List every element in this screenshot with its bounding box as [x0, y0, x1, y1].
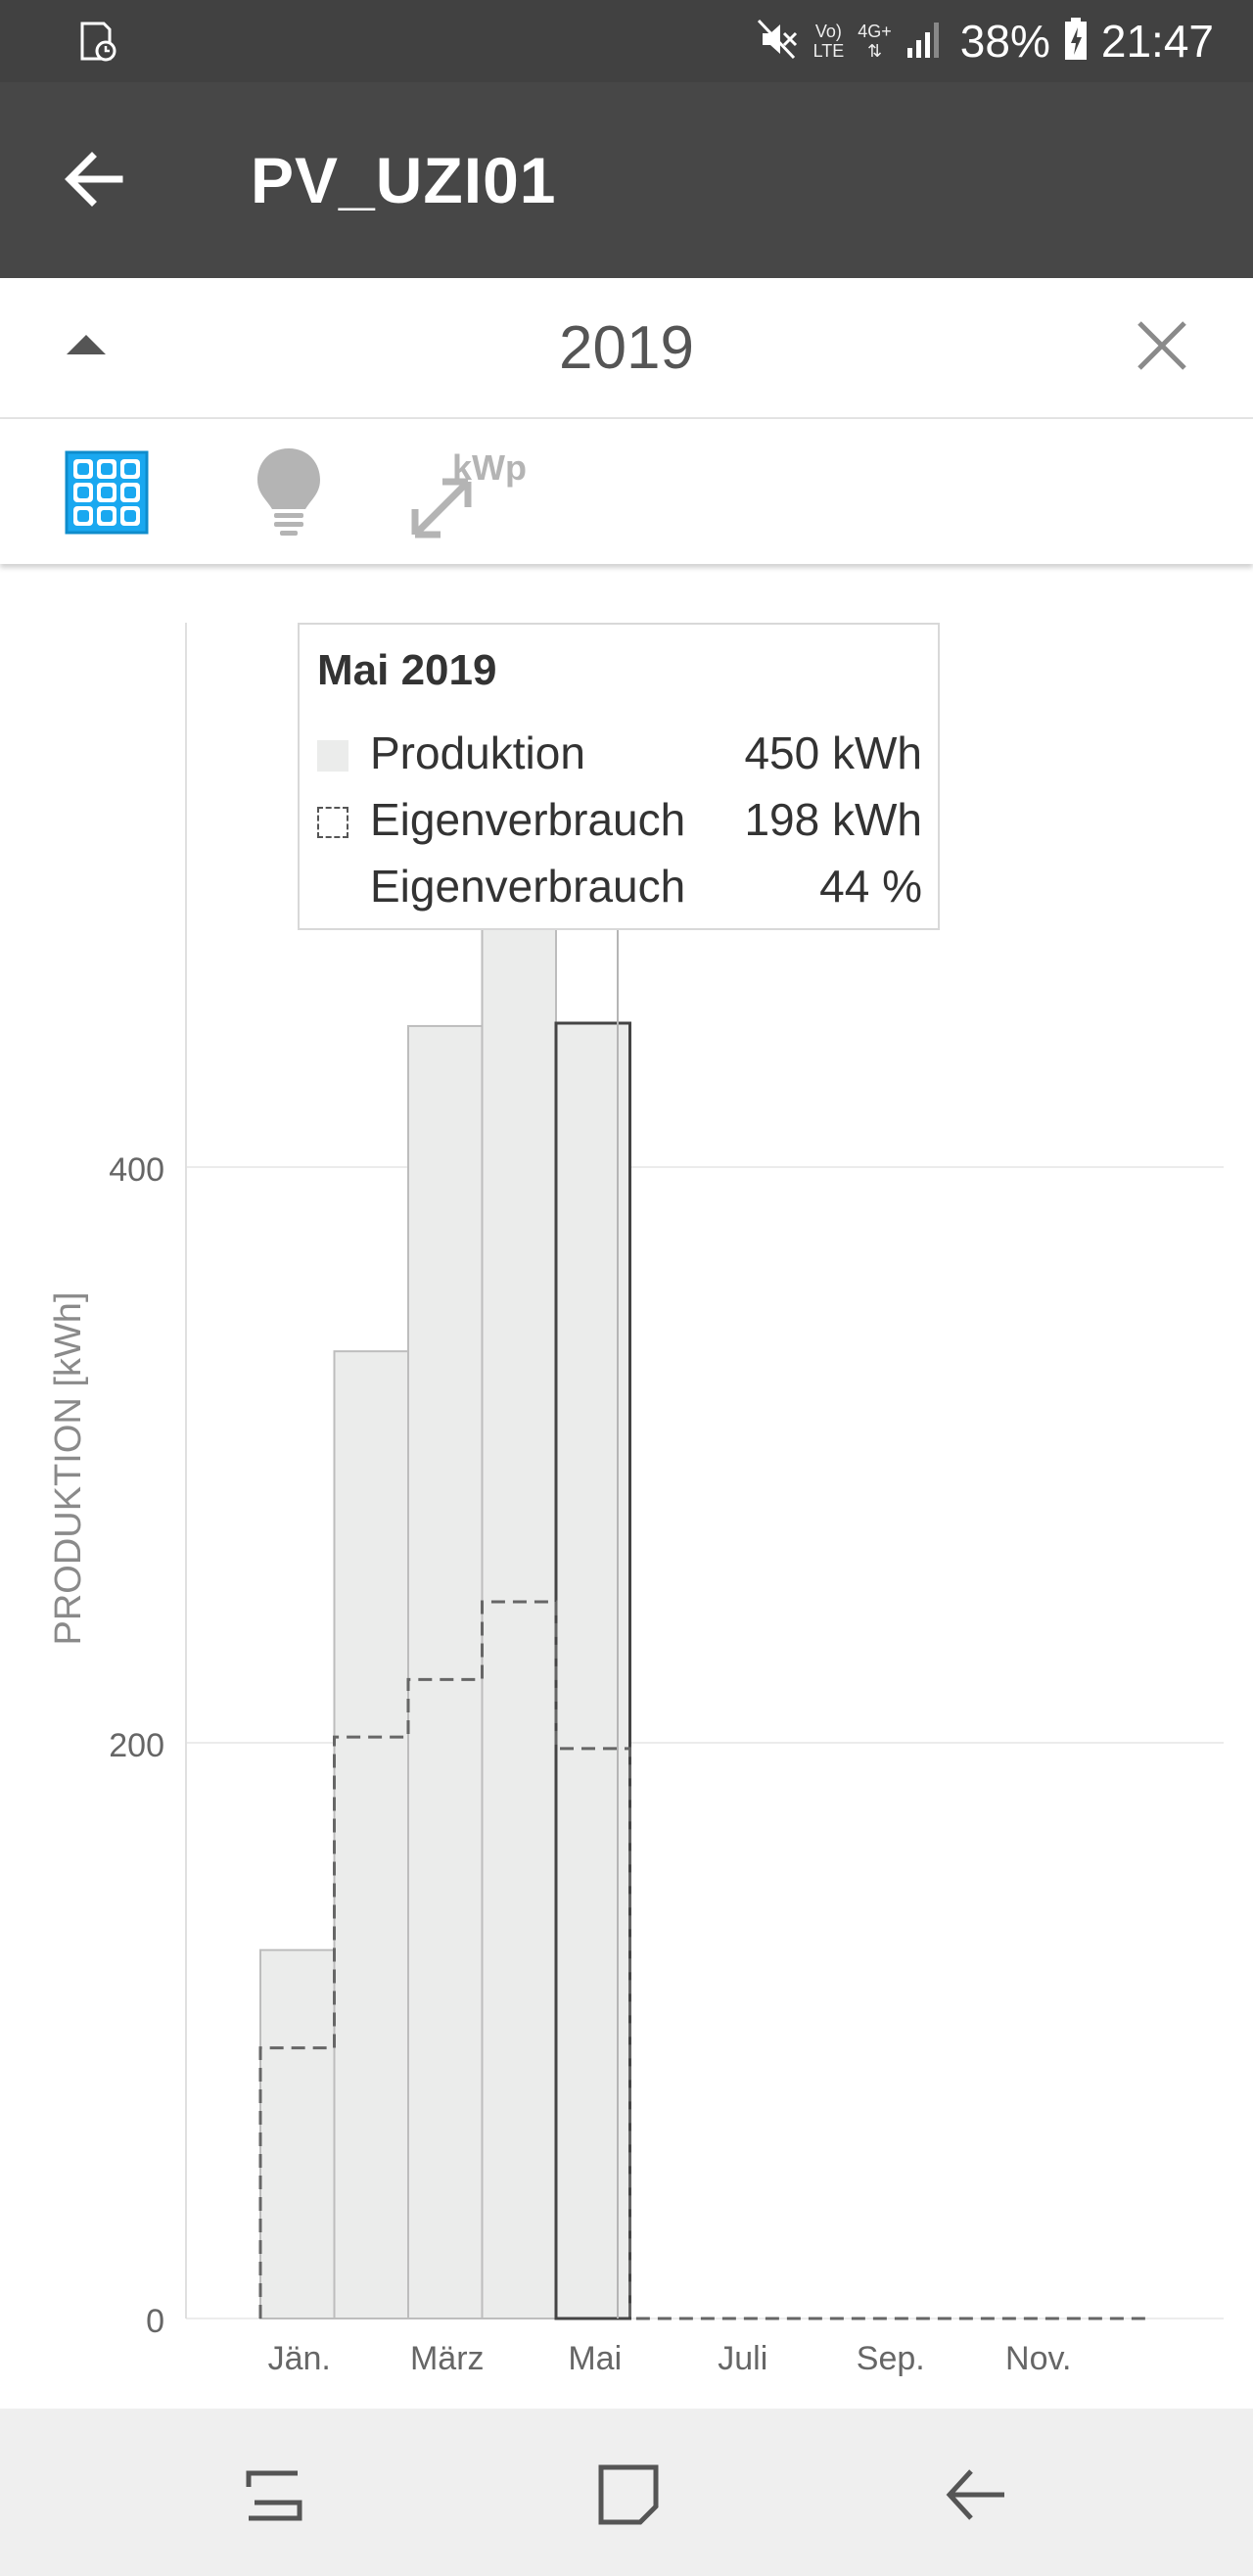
tooltip-value: 198 kWh — [744, 794, 922, 845]
y-tick-label: 0 — [146, 2303, 164, 2340]
clock: 21:47 — [1100, 16, 1214, 67]
back-icon[interactable] — [946, 2463, 1008, 2531]
volte-bottom: LTE — [812, 41, 845, 61]
battery-percent: 38% — [959, 16, 1050, 67]
self-consumption-swatch — [317, 807, 348, 838]
volte-top: Vo) — [814, 22, 842, 41]
x-tick-label: Mai — [568, 2340, 622, 2377]
lightbulb-icon[interactable] — [253, 445, 325, 543]
year-selector: 2019 — [0, 278, 1253, 419]
tooltip-row-production: Produktion 450 kWh — [317, 726, 922, 781]
y-tick-label: 400 — [109, 1151, 164, 1189]
x-tick-label: Nov. — [1005, 2340, 1071, 2377]
tooltip-row-self-consumption-percent: Eigenverbrauch 44 % — [317, 860, 922, 914]
solar-panel-icon[interactable] — [65, 450, 149, 539]
signal-icon — [905, 19, 947, 65]
year-label[interactable]: 2019 — [559, 314, 694, 382]
kwp-label: kWp — [452, 448, 527, 488]
tooltip-label: Eigenverbrauch — [370, 861, 686, 912]
x-tick-label: Jän. — [268, 2340, 331, 2377]
volte-indicator: Vo) LTE — [813, 22, 845, 61]
sim-clock-icon — [76, 20, 119, 68]
recent-apps-icon[interactable] — [243, 2463, 305, 2531]
production-bar — [554, 1021, 631, 2320]
x-tick-label: Juli — [718, 2340, 767, 2377]
app-bar: PV_UZI01 — [0, 82, 1253, 278]
production-bar — [259, 1948, 336, 2320]
production-swatch — [317, 740, 348, 772]
mute-icon — [755, 17, 800, 67]
chart-tooltip: Mai 2019 Produktion 450 kWh Eigenverbrau… — [298, 623, 940, 930]
production-chart[interactable]: 0 200 400 PRODUKTION [kWh] Jän. März Mai Juli Se… — [0, 568, 1253, 2409]
home-icon[interactable] — [597, 2463, 660, 2531]
status-bar: Vo) LTE 4G+ ⇅ 38% 21:47 — [0, 0, 1253, 82]
production-bar — [407, 1024, 484, 2320]
tooltip-row-self-consumption: Eigenverbrauch 198 kWh — [317, 793, 922, 848]
data-indicator: 4G+ ⇅ — [858, 22, 892, 61]
page-title: PV_UZI01 — [251, 144, 557, 216]
tooltip-label: Produktion — [370, 727, 585, 778]
chart-svg[interactable]: 0 200 400 PRODUKTION [kWh] Jän. März Mai Juli Se… — [0, 568, 1253, 2409]
y-axis-label: PRODUKTION [kWh] — [48, 1291, 89, 1645]
tooltip-value: 44 % — [819, 861, 922, 912]
triangle-up-icon[interactable] — [67, 333, 106, 361]
production-bar — [481, 705, 557, 2320]
x-tick-label: März — [410, 2340, 485, 2377]
data-type-label: 4G+ — [858, 22, 892, 41]
battery-charging-icon — [1064, 17, 1088, 66]
chart-toolbar: kWp — [0, 419, 1253, 564]
close-icon[interactable] — [1136, 319, 1188, 377]
self-consumption-line — [258, 1600, 1147, 2320]
production-bar — [333, 1350, 409, 2319]
system-nav-bar — [0, 2409, 1253, 2576]
arrow-left-icon[interactable] — [61, 145, 129, 218]
tooltip-value: 450 kWh — [744, 727, 922, 778]
kwp-resize-icon[interactable]: kWp — [407, 447, 534, 547]
tooltip-label: Eigenverbrauch — [370, 794, 686, 845]
tooltip-title: Mai 2019 — [317, 646, 497, 694]
y-tick-label: 200 — [109, 1727, 164, 1764]
x-tick-label: Sep. — [857, 2340, 925, 2377]
data-arrows-icon: ⇅ — [866, 41, 883, 61]
